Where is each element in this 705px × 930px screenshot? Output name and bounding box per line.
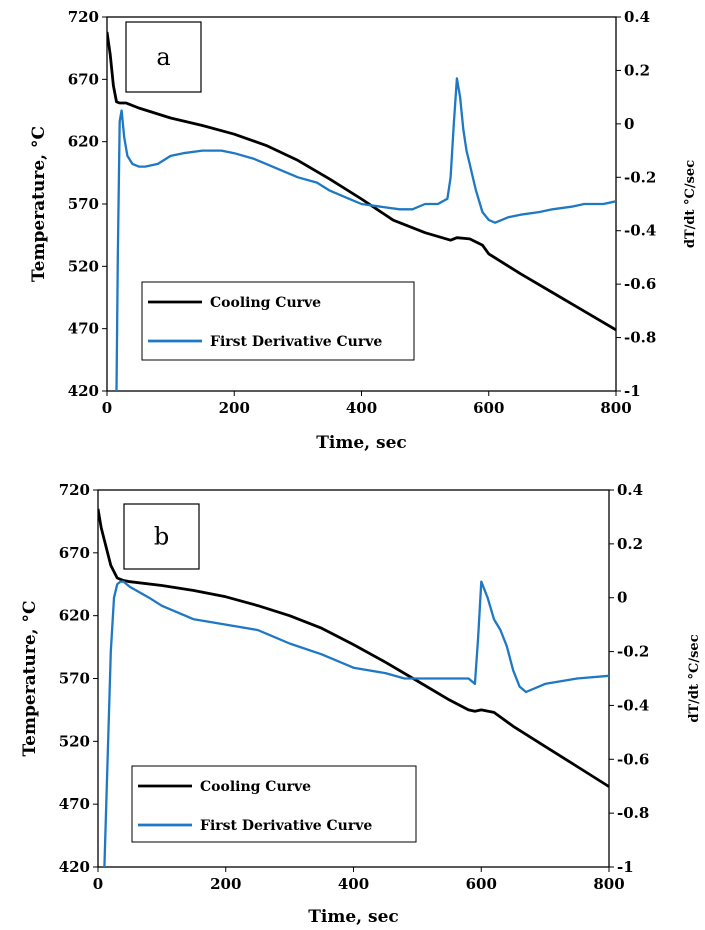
legend-label: First Derivative Curve xyxy=(210,334,382,350)
y2-tick-label: 0.4 xyxy=(624,8,650,26)
x-tick-label: 800 xyxy=(600,399,631,417)
y-tick-label: 570 xyxy=(68,195,99,213)
x-tick-label: 400 xyxy=(338,875,369,893)
y2-tick-label: 0 xyxy=(624,115,634,133)
chart-panel-a: 420 470 520 570 620 670 720 -1 -0.8 -0.6 -0.4 -0.2 0… xyxy=(29,8,698,453)
y-axis-label: Temperature, °C xyxy=(20,600,40,756)
y-tick-label: 520 xyxy=(59,732,90,750)
x-tick-label: 0 xyxy=(93,875,103,893)
y-tick-label: 670 xyxy=(68,70,99,88)
y2-axis-label: dT/dt °C/sec xyxy=(687,634,702,722)
legend-label: Cooling Curve xyxy=(210,295,321,311)
panel-label-box xyxy=(123,503,200,570)
y2-tick-label: -1 xyxy=(624,382,641,400)
y2-tick-label: -0.2 xyxy=(624,168,656,186)
panel-label: b xyxy=(154,523,169,551)
y2-tick-label: 0 xyxy=(617,589,627,607)
y-tick-label: 670 xyxy=(59,544,90,562)
y-tick-label: 470 xyxy=(59,795,90,813)
y2-tick-label: -0.6 xyxy=(624,275,656,293)
y-tick-label: 720 xyxy=(68,8,99,26)
x-axis-label: Time, sec xyxy=(316,433,407,453)
y-tick-label: 720 xyxy=(59,481,90,499)
x-tick-label: 0 xyxy=(102,399,112,417)
y-tick-label: 570 xyxy=(59,670,90,688)
legend-box xyxy=(141,281,415,361)
y2-tick-label: -0.8 xyxy=(617,804,649,822)
y2-tick-label: -0.6 xyxy=(617,750,649,768)
y2-tick-label: -0.2 xyxy=(617,643,649,661)
panel-label-box xyxy=(125,21,202,93)
y-tick-label: 620 xyxy=(59,607,90,625)
x-tick-label: 800 xyxy=(593,875,624,893)
y2-axis-label: dT/dt °C/sec xyxy=(683,160,698,248)
series-line-derivative xyxy=(115,77,616,391)
x-tick-label: 600 xyxy=(473,399,504,417)
legend-label: Cooling Curve xyxy=(200,779,311,795)
panel-label: a xyxy=(156,43,170,71)
y-tick-label: 420 xyxy=(59,858,90,876)
y2-tick-label: -0.8 xyxy=(624,329,656,347)
y2-tick-label: 0.4 xyxy=(617,481,643,499)
y2-tick-label: 0.2 xyxy=(617,535,643,553)
series-line-cooling xyxy=(107,31,616,332)
x-axis-label: Time, sec xyxy=(308,907,399,927)
y-axis-label: Temperature, °C xyxy=(29,126,49,282)
x-tick-label: 200 xyxy=(219,399,250,417)
y2-tick-label: 0.2 xyxy=(624,61,650,79)
y2-tick-label: -1 xyxy=(617,858,634,876)
x-tick-label: 200 xyxy=(210,875,241,893)
chart-panel-b: 420 470 520 570 620 670 720 -1 -0.8 -0.6 -0.4 -0.2 0… xyxy=(20,481,702,927)
y-tick-label: 420 xyxy=(68,382,99,400)
y2-tick-label: -0.4 xyxy=(624,222,656,240)
legend-label: First Derivative Curve xyxy=(200,818,372,834)
series-line-derivative xyxy=(103,580,609,867)
y-tick-label: 520 xyxy=(68,257,99,275)
x-tick-label: 600 xyxy=(466,875,497,893)
series-line-cooling xyxy=(98,508,609,788)
legend-box xyxy=(131,765,417,843)
x-tick-label: 400 xyxy=(346,399,377,417)
y-tick-label: 470 xyxy=(68,320,99,338)
y-tick-label: 620 xyxy=(68,133,99,151)
y2-tick-label: -0.4 xyxy=(617,696,649,714)
